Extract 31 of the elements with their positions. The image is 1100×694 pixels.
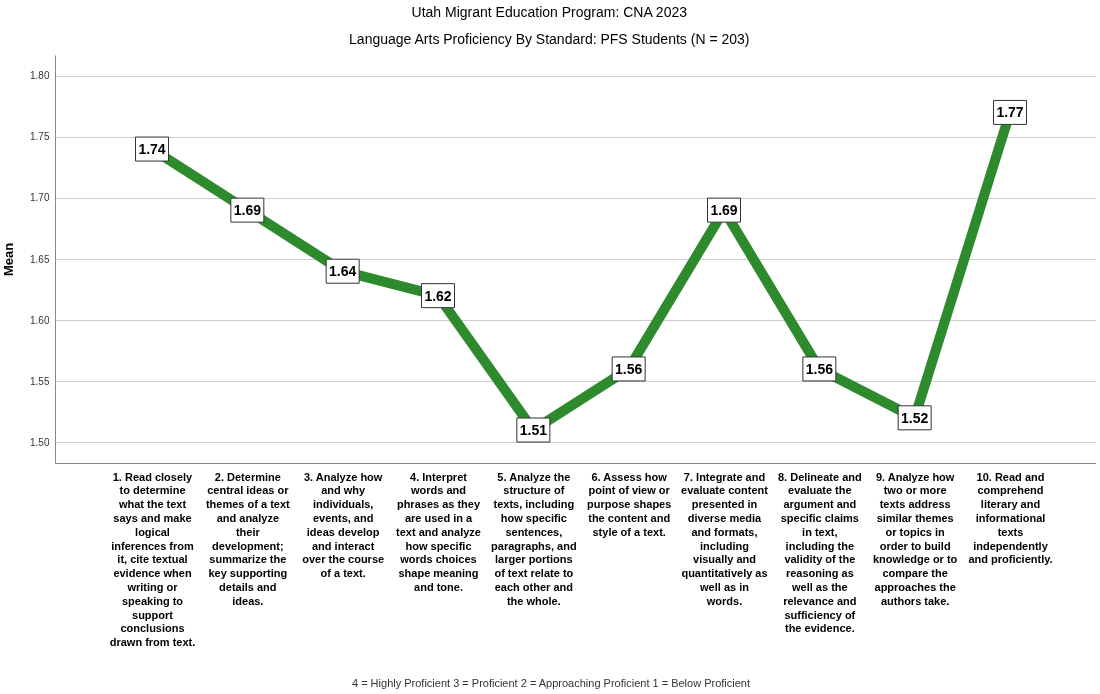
data-label: 1.69	[233, 202, 262, 219]
y-tick-label: 1.70	[30, 192, 50, 204]
data-label: 1.56	[615, 360, 643, 377]
category-label: 4. Interpret words and phrases as they are used in a text and analyze how specific words choices shape meaning and tone.	[396, 470, 481, 593]
x-tick-label: 10. Read and comprehend literary and informational texts independently and proficiently.	[968, 470, 1053, 566]
category-label: 9. Analyze how two or more texts address similar themes or topics in order to build knowledge or to compare the approaches the authors take.	[872, 470, 958, 607]
y-tick-label: 1.75	[30, 131, 50, 143]
y-tick-label: 1.80	[30, 70, 50, 82]
y-tick-label: 1.50	[30, 436, 50, 448]
chart-subtitle: Language Arts Proficiency By Standard: PFS Students (N = 203)	[349, 31, 750, 47]
y-axis-title: Mean	[1, 242, 17, 277]
category-label: 7. Integrate and evaluate content presented in diverse media and formats, including visually and quantitatively as well as in words.	[681, 470, 768, 607]
data-label: 1.56	[805, 360, 834, 377]
data-label: 1.77	[996, 104, 1024, 121]
y-tick-label: 1.65	[30, 253, 50, 265]
y-tick-label: 1.60	[30, 314, 50, 326]
data-label: 1.69	[710, 202, 738, 219]
category-label: 2. Determine central ideas or themes of a text and analyze their development; summarize the key supporting details and ideas.	[205, 470, 290, 607]
data-label: 1.51	[519, 422, 548, 439]
data-label: 1.52	[901, 409, 929, 426]
category-label: 5. Analyze the structure of texts, including how specific sentences, paragraphs, and larger portions of text relate to each other and the whole.	[491, 470, 577, 607]
x-tick-label: 3. Analyze how and why individuals, events, and ideas develop and interact over the course of a text.	[302, 470, 385, 580]
category-label: 1. Read closely to determine what the text says and make logical inferences from it, cite textual evidence when writing or speaking to support conclusions drawn from text.	[109, 470, 196, 649]
x-tick-label: 6. Assess how point of view or purpose shapes the content and style of a text.	[586, 470, 672, 538]
data-label: 1.74	[138, 141, 166, 158]
chart-title: Utah Migrant Education Program: CNA 2023	[411, 4, 688, 20]
category-label: 8. Delineate and evaluate the argument and specific claims in text, including the validity of the reasoning as well as the relevance and sufficiency of the evidence.	[777, 470, 862, 635]
text: 4 = Highly Proficient 3 = Proficient 2 = Approaching Proficient 1 = Below Proficient	[351, 677, 751, 689]
data-label: 1.62	[424, 287, 452, 304]
y-tick-label: 1.55	[30, 375, 50, 387]
data-label: 1.64	[329, 263, 357, 280]
